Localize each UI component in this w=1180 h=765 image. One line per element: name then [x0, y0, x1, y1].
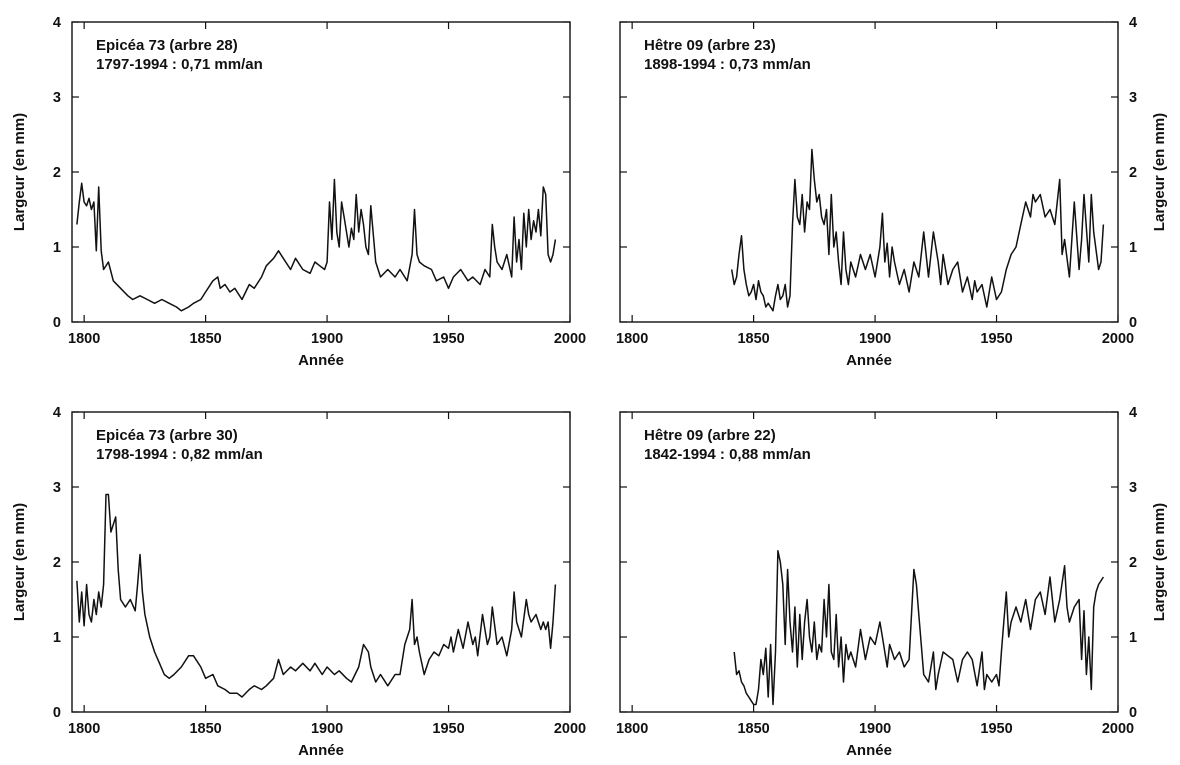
panel-subtitle: 1898-1994 : 0,73 mm/an [644, 56, 811, 73]
x-axis-title: Année [846, 742, 892, 759]
x-tick-label: 1800 [68, 721, 100, 737]
y-axis-title: Largeur (en mm) [1151, 503, 1168, 621]
x-tick-label: 1800 [68, 331, 100, 347]
y-tick-label: 0 [1129, 705, 1137, 721]
x-tick-label: 1900 [859, 721, 891, 737]
x-tick-label: 1900 [311, 721, 343, 737]
y-tick-label: 4 [53, 405, 61, 421]
y-axis-title: Largeur (en mm) [1151, 113, 1168, 231]
y-tick-label: 2 [53, 555, 61, 571]
series-line-0 [76, 178, 557, 312]
x-tick-label: 1800 [616, 331, 648, 347]
panel-title: Hêtre 09 (arbre 22) [644, 427, 776, 444]
x-tick-label: 1950 [980, 721, 1012, 737]
x-tick-label: 2000 [1102, 331, 1134, 347]
y-tick-label: 3 [53, 90, 61, 106]
x-tick-label: 1900 [859, 331, 891, 347]
panel-title: Epicéa 73 (arbre 30) [96, 427, 238, 444]
y-tick-label: 1 [1129, 240, 1137, 256]
x-axis-title: Année [298, 352, 344, 369]
x-axis-title: Année [298, 742, 344, 759]
x-tick-label: 1850 [189, 721, 221, 737]
y-tick-label: 0 [53, 315, 61, 331]
y-tick-label: 4 [1129, 15, 1137, 31]
x-tick-label: 1850 [737, 721, 769, 737]
x-tick-label: 1800 [616, 721, 648, 737]
x-axis-title: Année [846, 352, 892, 369]
x-tick-label: 1850 [737, 331, 769, 347]
series-line-0 [730, 148, 1105, 312]
x-tick-label: 1950 [432, 331, 464, 347]
y-tick-label: 3 [1129, 480, 1137, 496]
panel-subtitle: 1842-1994 : 0,88 mm/an [644, 446, 811, 463]
y-tick-label: 0 [53, 705, 61, 721]
y-axis-title: Largeur (en mm) [11, 503, 28, 621]
y-tick-label: 0 [1129, 315, 1137, 331]
y-tick-label: 3 [53, 480, 61, 496]
x-tick-label: 2000 [554, 721, 586, 737]
y-axis-title: Largeur (en mm) [11, 113, 28, 231]
series-line-0 [733, 550, 1105, 706]
y-tick-label: 1 [53, 240, 61, 256]
y-tick-label: 2 [1129, 555, 1137, 571]
y-tick-label: 4 [53, 15, 61, 31]
x-tick-label: 1950 [432, 721, 464, 737]
chart-panel-epicea-28: 1800 1850 1900 1950 2000 0 1 2 3 4 Année Largeur (e… [11, 15, 586, 369]
x-tick-label: 1950 [980, 331, 1012, 347]
panel-subtitle: 1798-1994 : 0,82 mm/an [96, 446, 263, 463]
x-tick-label: 2000 [554, 331, 586, 347]
chart-panel-epicea-30: 1800 1850 1900 1950 2000 0 1 2 3 4 Année Largeur (e… [11, 405, 586, 759]
y-tick-label: 2 [1129, 165, 1137, 181]
panel-subtitle: 1797-1994 : 0,71 mm/an [96, 56, 263, 73]
x-tick-label: 1900 [311, 331, 343, 347]
y-tick-label: 2 [53, 165, 61, 181]
y-tick-label: 1 [1129, 630, 1137, 646]
y-tick-label: 3 [1129, 90, 1137, 106]
x-tick-label: 2000 [1102, 721, 1134, 737]
y-tick-label: 4 [1129, 405, 1137, 421]
x-tick-label: 1850 [189, 331, 221, 347]
series-line-0 [76, 493, 557, 698]
panel-title: Epicéa 73 (arbre 28) [96, 37, 238, 54]
y-tick-label: 1 [53, 630, 61, 646]
panel-title: Hêtre 09 (arbre 23) [644, 37, 776, 54]
